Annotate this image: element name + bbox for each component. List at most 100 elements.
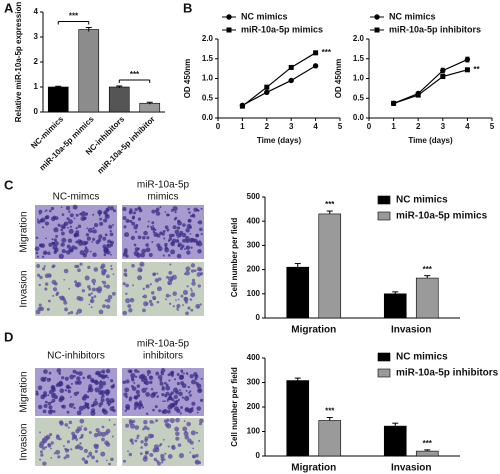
cell-dot — [165, 383, 169, 387]
cell-dot — [198, 422, 202, 426]
cell-dot — [182, 304, 184, 306]
cell-dot — [191, 281, 196, 286]
cell-dot — [143, 419, 148, 425]
point — [440, 67, 446, 74]
x-tick-label: Migration — [291, 325, 336, 336]
cell-dot — [76, 376, 81, 381]
cell-dot — [84, 246, 88, 249]
cell-dot — [80, 435, 84, 439]
cell-dot — [109, 206, 114, 211]
cell-dot — [47, 251, 51, 255]
legend-swatch — [377, 352, 391, 362]
x-tick-label: 1 — [240, 122, 245, 131]
cell-dot — [189, 298, 193, 301]
cell-dot — [136, 247, 140, 251]
cell-dot — [189, 374, 194, 379]
cell-dot — [80, 211, 86, 217]
cell-dot — [39, 306, 45, 312]
column-header: NC-mimcs — [53, 192, 100, 203]
significance: *** — [130, 70, 140, 79]
cell-dot — [198, 267, 203, 272]
legend-label: NC mimics — [389, 11, 436, 21]
cell-dot — [61, 237, 67, 243]
cell-dot — [36, 218, 39, 221]
cell-dot — [105, 368, 111, 374]
cell-dot — [163, 419, 168, 423]
cell-dot — [106, 250, 111, 255]
cell-dot — [124, 387, 130, 393]
cell-dot — [67, 226, 69, 229]
y-axis-label: OD 450nm — [183, 59, 192, 99]
cell-dot — [92, 252, 97, 257]
cell-dot — [42, 409, 47, 414]
cell-dot — [187, 218, 192, 223]
cell-dot — [124, 232, 130, 238]
cell-dot — [165, 385, 171, 391]
y-tick-label: 0 — [256, 451, 261, 460]
cell-dot — [146, 236, 150, 240]
panel-label: D — [4, 329, 13, 344]
cell-dot — [171, 238, 177, 244]
cell-dot — [60, 242, 65, 247]
y-axis-label: Relative miR-10a-5p expression — [14, 2, 23, 123]
cell-dot — [63, 278, 66, 281]
cell-dot — [156, 272, 159, 275]
cell-dot — [198, 389, 202, 392]
cell-dot — [188, 238, 194, 243]
cell-dot — [43, 435, 49, 441]
cell-dot — [66, 440, 70, 444]
cell-dot — [53, 392, 56, 396]
cell-dot — [102, 408, 104, 411]
cell-dot — [176, 253, 182, 259]
bar — [318, 213, 342, 319]
cell-dot — [68, 287, 71, 290]
cell-dot — [79, 212, 83, 216]
cell-dot — [148, 253, 153, 258]
cell-dot — [49, 209, 52, 213]
cell-dot — [131, 263, 135, 268]
cell-dot — [98, 309, 104, 315]
cell-dot — [136, 384, 141, 388]
cell-dot — [86, 212, 88, 215]
cell-dot — [162, 438, 165, 441]
cell-dot — [156, 286, 162, 292]
cell-dot — [36, 264, 41, 269]
cell-dot — [167, 404, 173, 410]
cell-dot — [169, 294, 172, 297]
cell-dot — [155, 211, 161, 216]
cell-dot — [198, 439, 201, 442]
cell-dot — [40, 376, 46, 382]
cell-dot — [151, 240, 154, 243]
cell-dot — [51, 238, 54, 241]
column-header: miR-10a-5p — [137, 339, 190, 350]
cell-dot — [166, 399, 169, 402]
cell-dot — [41, 226, 45, 229]
cell-dot — [131, 442, 135, 445]
x-tick-label: 3 — [289, 122, 294, 131]
cell-dot — [144, 450, 150, 455]
cell-dot — [92, 403, 96, 407]
cell-dot — [84, 275, 90, 281]
cell-dot — [36, 273, 41, 277]
column-header: mimics — [147, 192, 178, 203]
cell-dot — [190, 292, 196, 298]
point — [288, 77, 294, 84]
cell-dot — [136, 436, 139, 440]
cell-dot — [167, 254, 171, 257]
cell-dot — [183, 420, 186, 422]
point — [288, 64, 294, 70]
y-tick-label: 1.0 — [202, 74, 214, 83]
cell-dot — [161, 385, 165, 389]
cell-dot — [39, 431, 41, 434]
cell-dot — [82, 398, 85, 400]
cell-dot — [107, 294, 113, 300]
cell-dot — [185, 311, 189, 316]
cell-dot — [66, 250, 71, 255]
cell-dot — [153, 272, 157, 276]
cell-dot — [145, 243, 149, 247]
y-tick-label: 0 — [256, 313, 261, 322]
cell-dot — [171, 403, 176, 408]
cell-dot — [166, 423, 172, 429]
cell-dot — [95, 428, 100, 433]
cell-dot — [146, 225, 150, 228]
